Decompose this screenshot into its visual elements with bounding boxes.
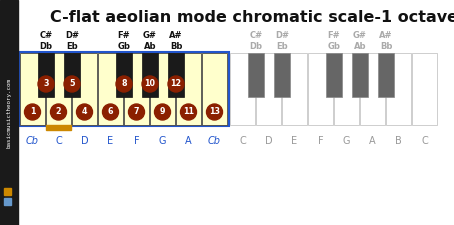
Bar <box>274 53 290 97</box>
Bar <box>386 53 411 125</box>
Bar <box>352 53 368 97</box>
Text: basicmusictheory.com: basicmusictheory.com <box>6 77 11 148</box>
Text: C: C <box>55 136 62 146</box>
Text: Ab: Ab <box>144 42 156 51</box>
Text: 4: 4 <box>82 108 87 117</box>
Bar <box>4 198 11 205</box>
Bar <box>230 53 255 125</box>
Text: E: E <box>108 136 114 146</box>
Bar <box>72 53 97 125</box>
Bar <box>282 53 307 125</box>
Circle shape <box>207 104 222 120</box>
Text: D: D <box>81 136 89 146</box>
Text: A#: A# <box>379 31 393 40</box>
Bar <box>202 53 227 125</box>
Bar <box>20 53 45 125</box>
Circle shape <box>116 76 132 92</box>
Text: E: E <box>291 136 297 146</box>
Text: C-flat aeolian mode chromatic scale-1 octave: C-flat aeolian mode chromatic scale-1 oc… <box>50 10 454 25</box>
Circle shape <box>25 104 40 120</box>
Circle shape <box>181 104 197 120</box>
Bar <box>150 53 175 125</box>
Text: B: B <box>395 136 402 146</box>
Text: Cb: Cb <box>208 136 221 146</box>
Text: G: G <box>343 136 350 146</box>
Text: Bb: Bb <box>170 42 182 51</box>
Text: Eb: Eb <box>66 42 78 51</box>
Text: Gb: Gb <box>118 42 130 51</box>
Circle shape <box>128 104 144 120</box>
Bar <box>378 53 394 97</box>
Text: Cb: Cb <box>26 136 39 146</box>
Text: A: A <box>369 136 376 146</box>
Bar <box>98 53 123 125</box>
Text: A#: A# <box>169 31 183 40</box>
Circle shape <box>168 76 184 92</box>
Text: 9: 9 <box>160 108 165 117</box>
Circle shape <box>103 104 118 120</box>
Circle shape <box>50 104 66 120</box>
Bar <box>412 53 437 125</box>
Bar <box>248 53 264 97</box>
Text: Db: Db <box>250 42 262 51</box>
Text: 1: 1 <box>30 108 35 117</box>
Text: C: C <box>421 136 428 146</box>
Text: C: C <box>239 136 246 146</box>
Text: C#: C# <box>39 31 53 40</box>
Text: 2: 2 <box>56 108 61 117</box>
Text: G#: G# <box>143 31 157 40</box>
Bar <box>116 53 132 97</box>
Bar <box>46 125 71 130</box>
Text: Eb: Eb <box>276 42 288 51</box>
Bar <box>46 53 71 125</box>
Text: 5: 5 <box>69 79 75 88</box>
Bar <box>360 53 385 125</box>
Text: D#: D# <box>65 31 79 40</box>
Text: F: F <box>133 136 139 146</box>
Bar <box>19 52 229 126</box>
Bar <box>326 53 342 97</box>
Text: 8: 8 <box>121 79 127 88</box>
Text: G: G <box>159 136 166 146</box>
Text: 7: 7 <box>134 108 139 117</box>
Circle shape <box>154 104 171 120</box>
Text: C#: C# <box>249 31 262 40</box>
Bar <box>256 53 281 125</box>
Text: Gb: Gb <box>328 42 340 51</box>
Text: D: D <box>265 136 272 146</box>
Circle shape <box>64 76 80 92</box>
Text: 11: 11 <box>183 108 194 117</box>
Bar <box>176 53 201 125</box>
Text: A: A <box>185 136 192 146</box>
Text: 6: 6 <box>108 108 113 117</box>
Bar <box>0 0 18 225</box>
Text: Db: Db <box>39 42 53 51</box>
Text: F#: F# <box>328 31 340 40</box>
Text: D#: D# <box>275 31 289 40</box>
Text: 3: 3 <box>43 79 49 88</box>
Bar <box>4 188 11 195</box>
Text: Ab: Ab <box>354 42 366 51</box>
Text: 13: 13 <box>209 108 220 117</box>
Bar <box>38 53 54 97</box>
Circle shape <box>77 104 93 120</box>
Text: F: F <box>318 136 323 146</box>
Circle shape <box>142 76 158 92</box>
Circle shape <box>38 76 54 92</box>
Bar <box>124 53 149 125</box>
Bar <box>334 53 359 125</box>
Text: Bb: Bb <box>380 42 392 51</box>
Text: G#: G# <box>353 31 367 40</box>
Bar <box>142 53 158 97</box>
Text: 10: 10 <box>144 79 156 88</box>
Text: 12: 12 <box>170 79 182 88</box>
Text: F#: F# <box>118 31 130 40</box>
Bar <box>64 53 80 97</box>
Bar <box>168 53 184 97</box>
Bar <box>308 53 333 125</box>
